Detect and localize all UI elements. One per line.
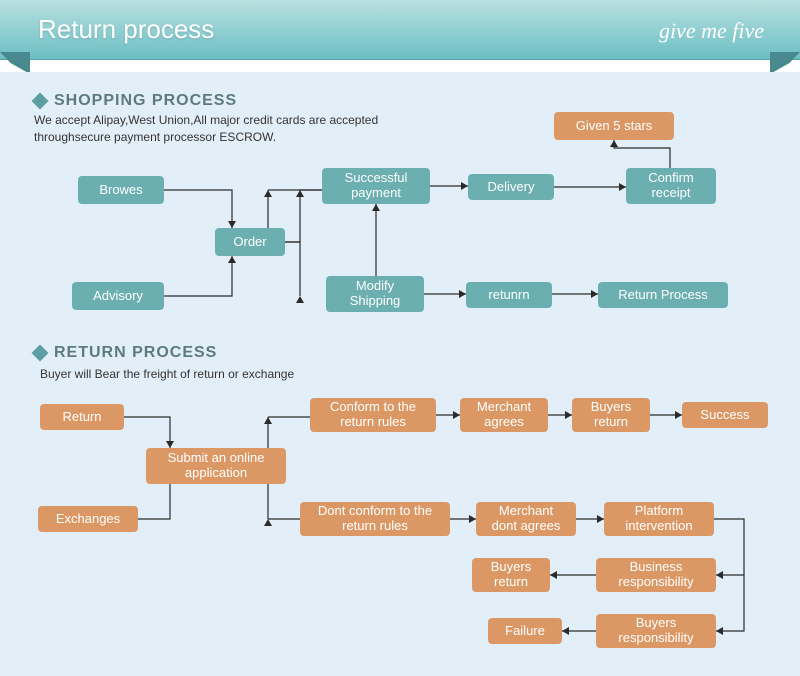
node-buyersret1: Buyers return xyxy=(572,398,650,432)
node-retproc: Return Process xyxy=(598,282,728,308)
node-buyersret2: Buyers return xyxy=(472,558,550,592)
section-return-head: RETURN PROCESS xyxy=(34,344,217,362)
node-confirm: Confirm receipt xyxy=(626,168,716,204)
body-area: SHOPPING PROCESS We accept Alipay,West U… xyxy=(0,72,800,676)
node-modifyship: Modify Shipping xyxy=(326,276,424,312)
section-return-title: RETURN PROCESS xyxy=(54,344,217,362)
node-success: Success xyxy=(682,402,768,428)
diamond-icon xyxy=(32,93,49,110)
node-advisory: Advisory xyxy=(72,282,164,310)
node-successpay: Successful payment xyxy=(322,168,430,204)
node-conformrules: Conform to the return rules xyxy=(310,398,436,432)
header-bar: Return process give me five xyxy=(0,0,800,60)
page-root: Return process give me five SHOPPING PRO… xyxy=(0,0,800,676)
ribbon-left xyxy=(0,52,30,74)
section-shopping-subtitle: We accept Alipay,West Union,All major cr… xyxy=(34,112,378,146)
node-submit: Submit an online application xyxy=(146,448,286,484)
node-platform: Platform intervention xyxy=(604,502,714,536)
node-merchdont: Merchant dont agrees xyxy=(476,502,576,536)
node-order: Order xyxy=(215,228,285,256)
node-return2: Return xyxy=(40,404,124,430)
node-bizresp: Business responsibility xyxy=(596,558,716,592)
section-return-subtitle: Buyer will Bear the freight of return or… xyxy=(40,366,294,383)
node-returnm: retunrn xyxy=(466,282,552,308)
diamond-icon xyxy=(32,345,49,362)
section-shopping-title: SHOPPING PROCESS xyxy=(54,92,237,110)
node-merchagrees: Merchant agrees xyxy=(460,398,548,432)
node-browes: Browes xyxy=(78,176,164,204)
node-dontconform: Dont conform to the return rules xyxy=(300,502,450,536)
node-exchanges: Exchanges xyxy=(38,506,138,532)
node-delivery: Delivery xyxy=(468,174,554,200)
section-shopping-head: SHOPPING PROCESS xyxy=(34,92,237,110)
node-given5: Given 5 stars xyxy=(554,112,674,140)
node-buyersresp: Buyers responsibility xyxy=(596,614,716,648)
page-title: Return process xyxy=(38,14,214,45)
ribbon-right xyxy=(770,52,800,74)
brand-text: give me five xyxy=(659,18,764,44)
node-failure: Failure xyxy=(488,618,562,644)
